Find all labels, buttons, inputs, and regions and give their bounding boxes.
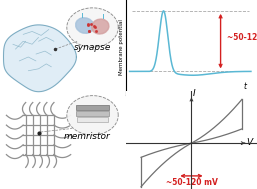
Ellipse shape: [76, 18, 94, 33]
Text: t: t: [243, 82, 246, 91]
Y-axis label: Membrane potential: Membrane potential: [119, 19, 124, 75]
Text: I: I: [193, 89, 196, 98]
Bar: [76, 111, 109, 116]
Text: ~50-120 mV: ~50-120 mV: [227, 33, 257, 42]
Polygon shape: [67, 8, 118, 47]
Ellipse shape: [91, 19, 109, 34]
Polygon shape: [4, 25, 76, 92]
Bar: [77, 117, 108, 122]
Bar: [76, 105, 109, 110]
Ellipse shape: [76, 18, 94, 33]
Text: V: V: [246, 138, 252, 147]
Text: memristor: memristor: [64, 132, 111, 141]
Polygon shape: [67, 96, 118, 135]
Ellipse shape: [91, 19, 109, 34]
Text: ~50-120 mV: ~50-120 mV: [166, 178, 217, 187]
Text: synapse: synapse: [74, 43, 111, 52]
